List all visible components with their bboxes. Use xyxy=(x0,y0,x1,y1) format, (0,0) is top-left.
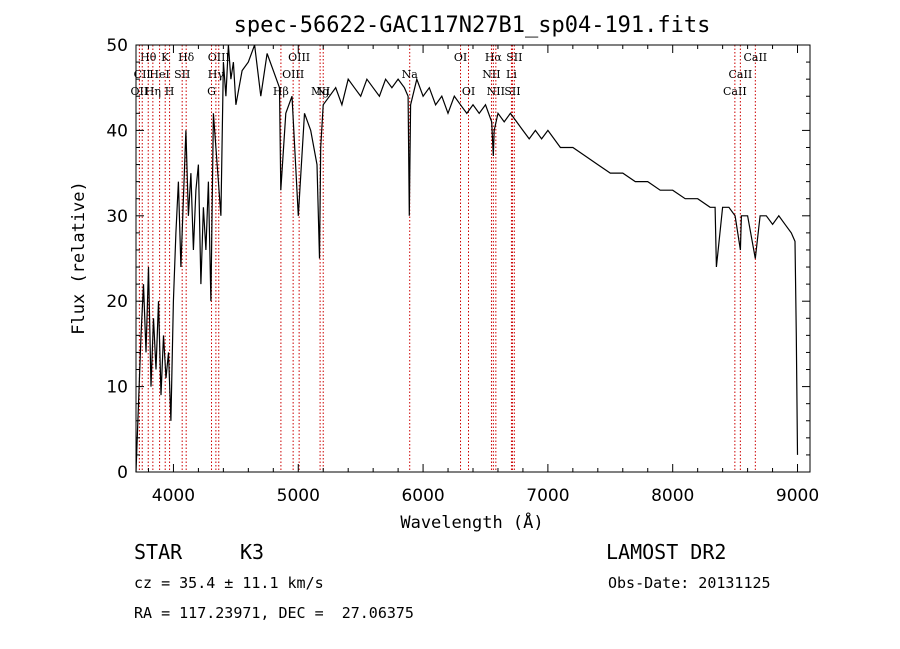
y-tick-label: 50 xyxy=(106,36,128,56)
line-marker-label: OI xyxy=(462,85,475,98)
y-tick-label: 30 xyxy=(106,207,128,227)
line-marker-label: Hα xyxy=(485,51,503,64)
y-tick-label: 10 xyxy=(106,378,128,398)
line-marker-label: SII xyxy=(506,51,522,64)
line-marker-label: SII xyxy=(174,68,190,81)
x-tick-label: 8000 xyxy=(651,486,694,506)
line-marker-label: Hβ xyxy=(273,85,289,98)
chart-title: spec-56622-GAC117N27B1_sp04-191.fits xyxy=(234,13,711,38)
survey-name: LAMOST DR2 xyxy=(606,540,727,564)
line-marker-label: OII xyxy=(131,85,149,98)
line-marker-label: OIII xyxy=(288,51,310,64)
observation-date: Obs-Date: 20131125 xyxy=(608,574,771,592)
spectrum-chart: spec-56622-GAC117N27B1_sp04-191.fits Hθ K… xyxy=(69,13,819,533)
line-marker-label: CaII xyxy=(743,51,767,64)
line-marker-label: Li xyxy=(506,68,517,81)
line-marker-label: HeI xyxy=(149,68,169,81)
redshift-cz: cz = 35.4 ± 11.1 km/s xyxy=(134,574,324,592)
line-marker-label: Hγ xyxy=(208,68,225,81)
x-axis-ticks: 4000 5000 6000 7000 8000 9000 xyxy=(147,45,819,506)
line-marker-label: H xyxy=(165,85,175,98)
line-marker-label: K xyxy=(161,51,170,64)
line-marker-label: Hη xyxy=(145,85,161,98)
x-tick-label: 5000 xyxy=(277,486,320,506)
y-axis-ticks: 0 10 20 30 40 50 xyxy=(106,36,810,483)
x-tick-label: 4000 xyxy=(152,486,195,506)
line-marker-label: Mg xyxy=(311,85,329,98)
object-class: STAR xyxy=(134,540,183,564)
line-marker-label: OIII xyxy=(282,68,304,81)
y-axis-label: Flux (relative) xyxy=(69,181,89,335)
x-tick-label: 6000 xyxy=(401,486,444,506)
line-marker-label: G xyxy=(207,85,216,98)
x-axis-label: Wavelength (Å) xyxy=(400,511,543,533)
line-marker-label: SII xyxy=(504,85,520,98)
line-marker-label: OIII xyxy=(208,51,230,64)
line-marker-label: CaII xyxy=(729,68,753,81)
line-marker-label: Na xyxy=(402,68,419,81)
y-tick-label: 0 xyxy=(117,463,128,483)
plot-frame xyxy=(135,44,811,473)
line-marker-label: CaII xyxy=(723,85,747,98)
line-marker-label: OI xyxy=(454,51,467,64)
object-subclass: K3 xyxy=(240,540,265,564)
coordinates: RA = 117.23971, DEC = 27.06375 xyxy=(134,604,414,622)
line-marker-label: Hδ xyxy=(178,51,195,64)
x-tick-label: 7000 xyxy=(526,486,569,506)
line-marker-label: Hθ xyxy=(140,51,157,64)
line-marker-label: NII xyxy=(487,85,505,98)
spectrum-line xyxy=(135,44,799,473)
y-tick-label: 40 xyxy=(106,121,128,141)
line-marker-label: NII xyxy=(482,68,500,81)
line-marker-label: CII xyxy=(134,68,151,81)
x-tick-label: 9000 xyxy=(776,486,819,506)
y-tick-label: 20 xyxy=(106,292,128,312)
